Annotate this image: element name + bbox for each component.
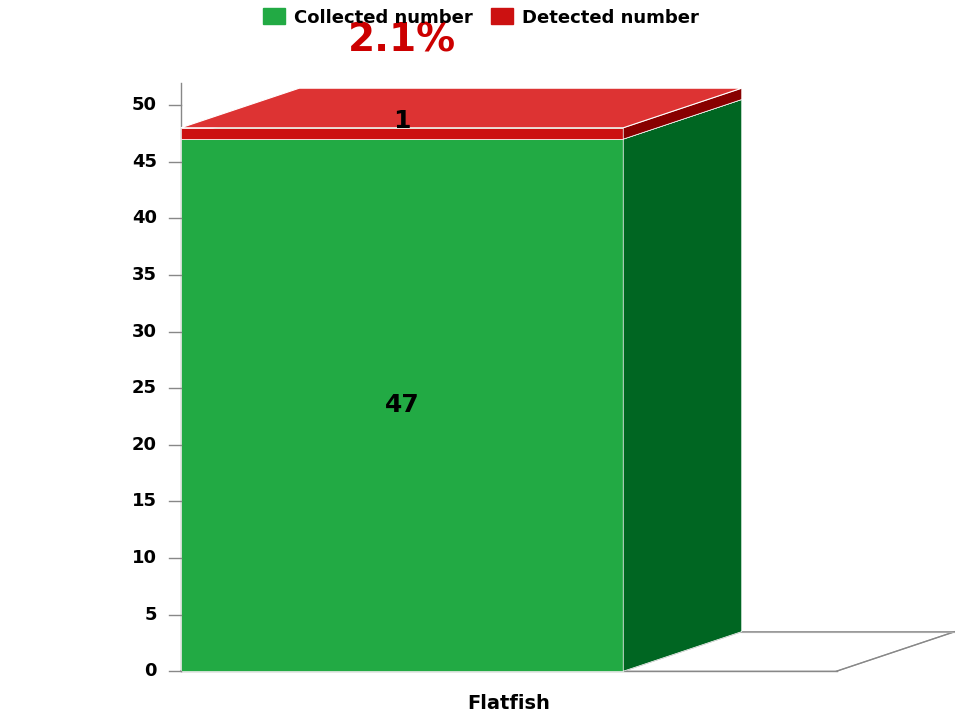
Text: 25: 25 (132, 379, 157, 397)
Text: 20: 20 (132, 436, 157, 454)
Text: 10: 10 (132, 549, 157, 567)
Text: 1: 1 (393, 110, 410, 134)
Polygon shape (181, 100, 741, 139)
Text: 40: 40 (132, 209, 157, 227)
Text: 35: 35 (132, 266, 157, 284)
Text: 2.1%: 2.1% (348, 22, 456, 60)
Text: 47: 47 (384, 393, 419, 417)
Text: 45: 45 (132, 153, 157, 171)
Text: 50: 50 (132, 96, 157, 114)
Legend: Collected number, Detected number: Collected number, Detected number (258, 3, 703, 32)
Polygon shape (181, 128, 623, 139)
Text: 30: 30 (132, 323, 157, 341)
Text: 15: 15 (132, 492, 157, 510)
Text: 5: 5 (144, 606, 157, 624)
Polygon shape (181, 632, 741, 671)
Polygon shape (623, 632, 954, 671)
Polygon shape (623, 88, 741, 139)
Polygon shape (181, 88, 741, 128)
Polygon shape (623, 100, 741, 671)
Polygon shape (181, 139, 623, 671)
Text: Flatfish: Flatfish (467, 694, 550, 713)
Text: 0: 0 (144, 662, 157, 680)
